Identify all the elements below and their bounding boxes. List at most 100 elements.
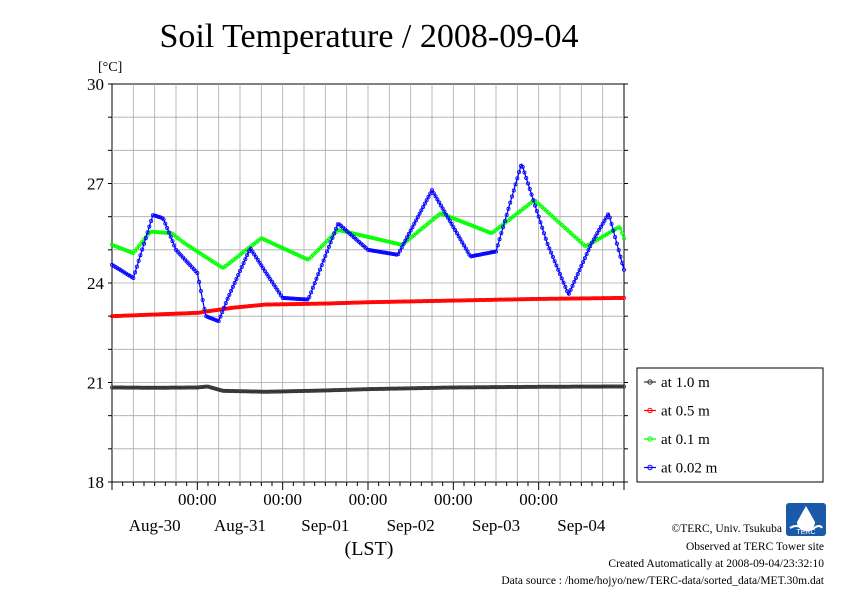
data-point [622, 267, 627, 272]
data-point [513, 182, 518, 187]
data-point [620, 384, 625, 389]
y-axis-ticks: 18 21 24 27 30 [87, 75, 628, 492]
data-point [497, 237, 502, 242]
data-point [385, 251, 390, 256]
footer-created: Created Automatically at 2008-09-04/23:3… [608, 558, 824, 570]
data-point [223, 301, 228, 306]
data-point [622, 384, 627, 389]
data-point [305, 297, 310, 302]
data-point [387, 239, 392, 244]
data-point [195, 310, 200, 315]
data-point [225, 306, 230, 311]
data-point [598, 224, 603, 229]
data-point [531, 198, 536, 203]
data-point [554, 263, 559, 268]
legend-swatch-marker [647, 407, 653, 414]
data-point [593, 234, 598, 239]
y-tick-label: 30 [87, 75, 104, 94]
data-point [225, 296, 230, 301]
data-point [200, 297, 205, 302]
data-point [277, 290, 282, 295]
data-point [319, 263, 324, 268]
data-point [447, 218, 452, 223]
data-point [333, 226, 338, 231]
data-point [463, 246, 468, 251]
data-point [470, 253, 475, 258]
data-point [321, 258, 326, 263]
data-point [143, 236, 148, 241]
series-at-0-02-m [110, 163, 627, 324]
data-point [145, 230, 150, 235]
data-point [490, 250, 495, 255]
data-point [520, 164, 525, 169]
data-point [529, 192, 534, 197]
data-point [328, 240, 333, 245]
data-point [476, 252, 481, 257]
data-point [545, 242, 550, 247]
data-point [389, 240, 394, 245]
data-point [152, 213, 157, 218]
data-point [618, 226, 623, 231]
x-tick-date-label: Aug-31 [214, 516, 266, 535]
data-point [401, 242, 406, 247]
data-point [421, 204, 426, 209]
data-point [549, 250, 554, 255]
data-point [538, 220, 543, 225]
data-point [566, 291, 571, 296]
data-point [461, 243, 466, 248]
data-point [618, 254, 623, 259]
footer-source: Data source : /home/hojyo/new/TERC-data/… [501, 575, 824, 587]
data-point [314, 276, 319, 281]
data-point [154, 214, 159, 219]
data-point [264, 271, 269, 276]
data-point [131, 276, 136, 281]
data-point [509, 194, 514, 199]
data-point [620, 295, 625, 300]
data-point [396, 252, 401, 257]
data-point [570, 283, 575, 288]
data-point [147, 224, 152, 229]
data-point [597, 228, 602, 233]
data-point [481, 251, 486, 256]
data-point [511, 188, 516, 193]
data-point [355, 232, 360, 237]
data-point [524, 175, 529, 180]
data-point [469, 254, 474, 259]
x-tick-date-label: Aug-30 [129, 516, 181, 535]
data-point [141, 241, 146, 246]
data-point [330, 235, 335, 240]
data-point [394, 252, 399, 257]
data-point [602, 218, 607, 223]
data-point [229, 288, 234, 293]
data-point [198, 289, 203, 294]
data-point [422, 201, 427, 206]
data-point [335, 222, 340, 227]
data-point [526, 181, 531, 186]
legend-label: at 0.02 m [661, 461, 718, 477]
data-point [211, 386, 216, 391]
data-point [232, 280, 237, 285]
data-point [211, 308, 216, 313]
data-point [271, 282, 276, 287]
data-point [606, 212, 611, 217]
data-point [442, 209, 447, 214]
data-point [588, 244, 593, 249]
data-point [543, 236, 548, 241]
data-point [381, 238, 386, 243]
data-point [207, 385, 212, 390]
data-point [303, 297, 308, 302]
legend-swatch-marker [647, 436, 653, 442]
data-point [449, 221, 454, 226]
data-point [209, 308, 214, 313]
data-point [257, 260, 262, 265]
data-point [163, 221, 168, 226]
legend: at 1.0 m at 0.5 m at 0.1 m at 0.02 m [636, 367, 824, 483]
data-point [600, 221, 605, 226]
data-point [136, 258, 141, 263]
data-point [492, 249, 497, 254]
data-point [517, 170, 522, 175]
data-point [248, 246, 253, 251]
data-point [437, 200, 442, 205]
data-point [453, 228, 458, 233]
